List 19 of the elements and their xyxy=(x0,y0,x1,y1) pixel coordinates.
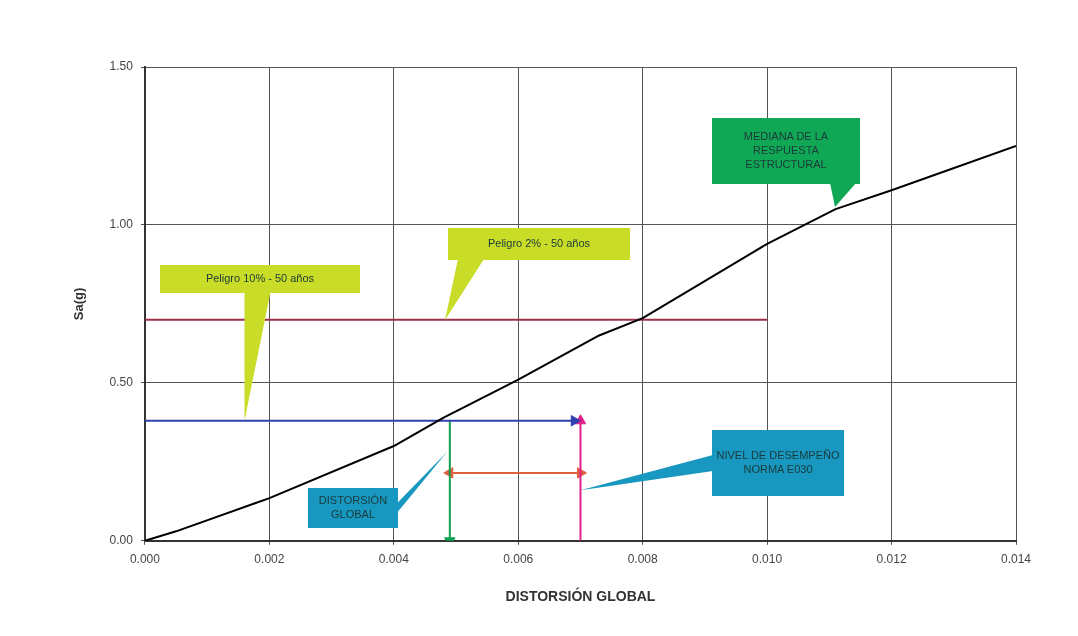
y-axis-title: Sa(g) xyxy=(71,287,87,321)
x-tick-label: 0.012 xyxy=(876,552,907,567)
x-tick-label: 0.010 xyxy=(752,552,783,567)
annotation: Peligro 10% - 50 años xyxy=(205,271,315,284)
x-tick-label: 0.006 xyxy=(503,552,534,567)
annotation: DISTORSIÓN GLOBAL xyxy=(318,493,388,520)
x-tick-label: 0.004 xyxy=(378,552,410,567)
x-tick-label: 0.000 xyxy=(129,552,161,567)
y-tick-label: 0.50 xyxy=(109,375,134,390)
annotation: MEDIANA DE LA RESPUESTA ESTRUCTURAL xyxy=(743,129,829,170)
x-tick-label: 0.008 xyxy=(627,552,659,567)
annotation: Peligro 2% - 50 años xyxy=(487,236,591,249)
y-tick-label: 1.00 xyxy=(109,217,134,232)
y-tick-label: 0.00 xyxy=(109,533,134,548)
annotation: NIVEL DE DESEMPEÑO NORMA E030 xyxy=(716,448,840,475)
x-axis-title: DISTORSIÓN GLOBAL xyxy=(505,587,656,605)
x-tick-label: 0.002 xyxy=(254,552,285,567)
x-tick-label: 0.014 xyxy=(1000,552,1032,567)
y-tick-label: 1.50 xyxy=(109,59,134,74)
